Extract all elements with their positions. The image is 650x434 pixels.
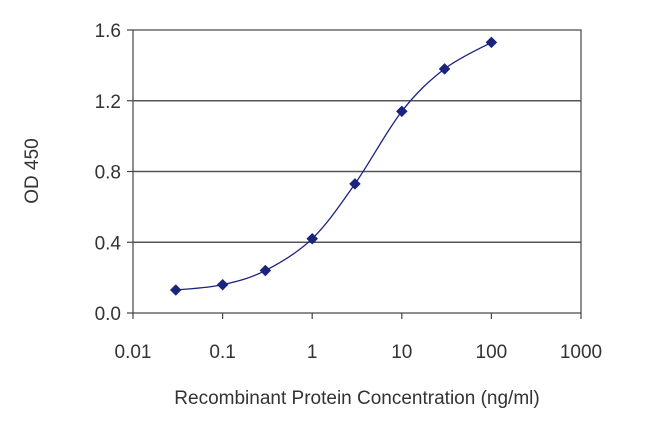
- data-point-1: [216, 278, 229, 291]
- y-axis-ticks: 0.0 0.4 0.8 1.2 1.6: [95, 21, 133, 325]
- data-point-7: [485, 36, 498, 49]
- y-tick-label-2: 0.8: [95, 163, 121, 184]
- data-points: [169, 36, 498, 296]
- data-point-4: [349, 178, 361, 190]
- y-tick-label-3: 1.2: [95, 92, 121, 113]
- x-tick-label-4: 100: [476, 342, 508, 363]
- x-tick-label-3: 10: [391, 342, 412, 363]
- data-point-6: [438, 63, 451, 75]
- y-tick-label-1: 0.4: [95, 233, 122, 254]
- fit-curve: [175, 41, 492, 291]
- y-tick-label-4: 1.6: [95, 21, 121, 42]
- y-axis-title: OD 450: [22, 138, 43, 203]
- y-tick-label-0: 0.0: [95, 304, 121, 325]
- x-tick-label-1: 0.1: [209, 342, 235, 363]
- x-tick-label-5: 1000: [560, 342, 602, 363]
- x-tick-label-2: 1: [307, 342, 318, 363]
- x-axis-title: Recombinant Protein Concentration (ng/ml…: [174, 388, 539, 409]
- data-point-3: [306, 232, 319, 245]
- x-tick-label-0: 0.01: [115, 342, 152, 363]
- grid-lines: [133, 99, 581, 244]
- data-point-5: [395, 105, 408, 118]
- x-axis-ticks: 0.01 0.1 1 10 100 1000: [115, 313, 602, 363]
- data-point-0: [169, 284, 182, 296]
- data-point-2: [259, 264, 272, 277]
